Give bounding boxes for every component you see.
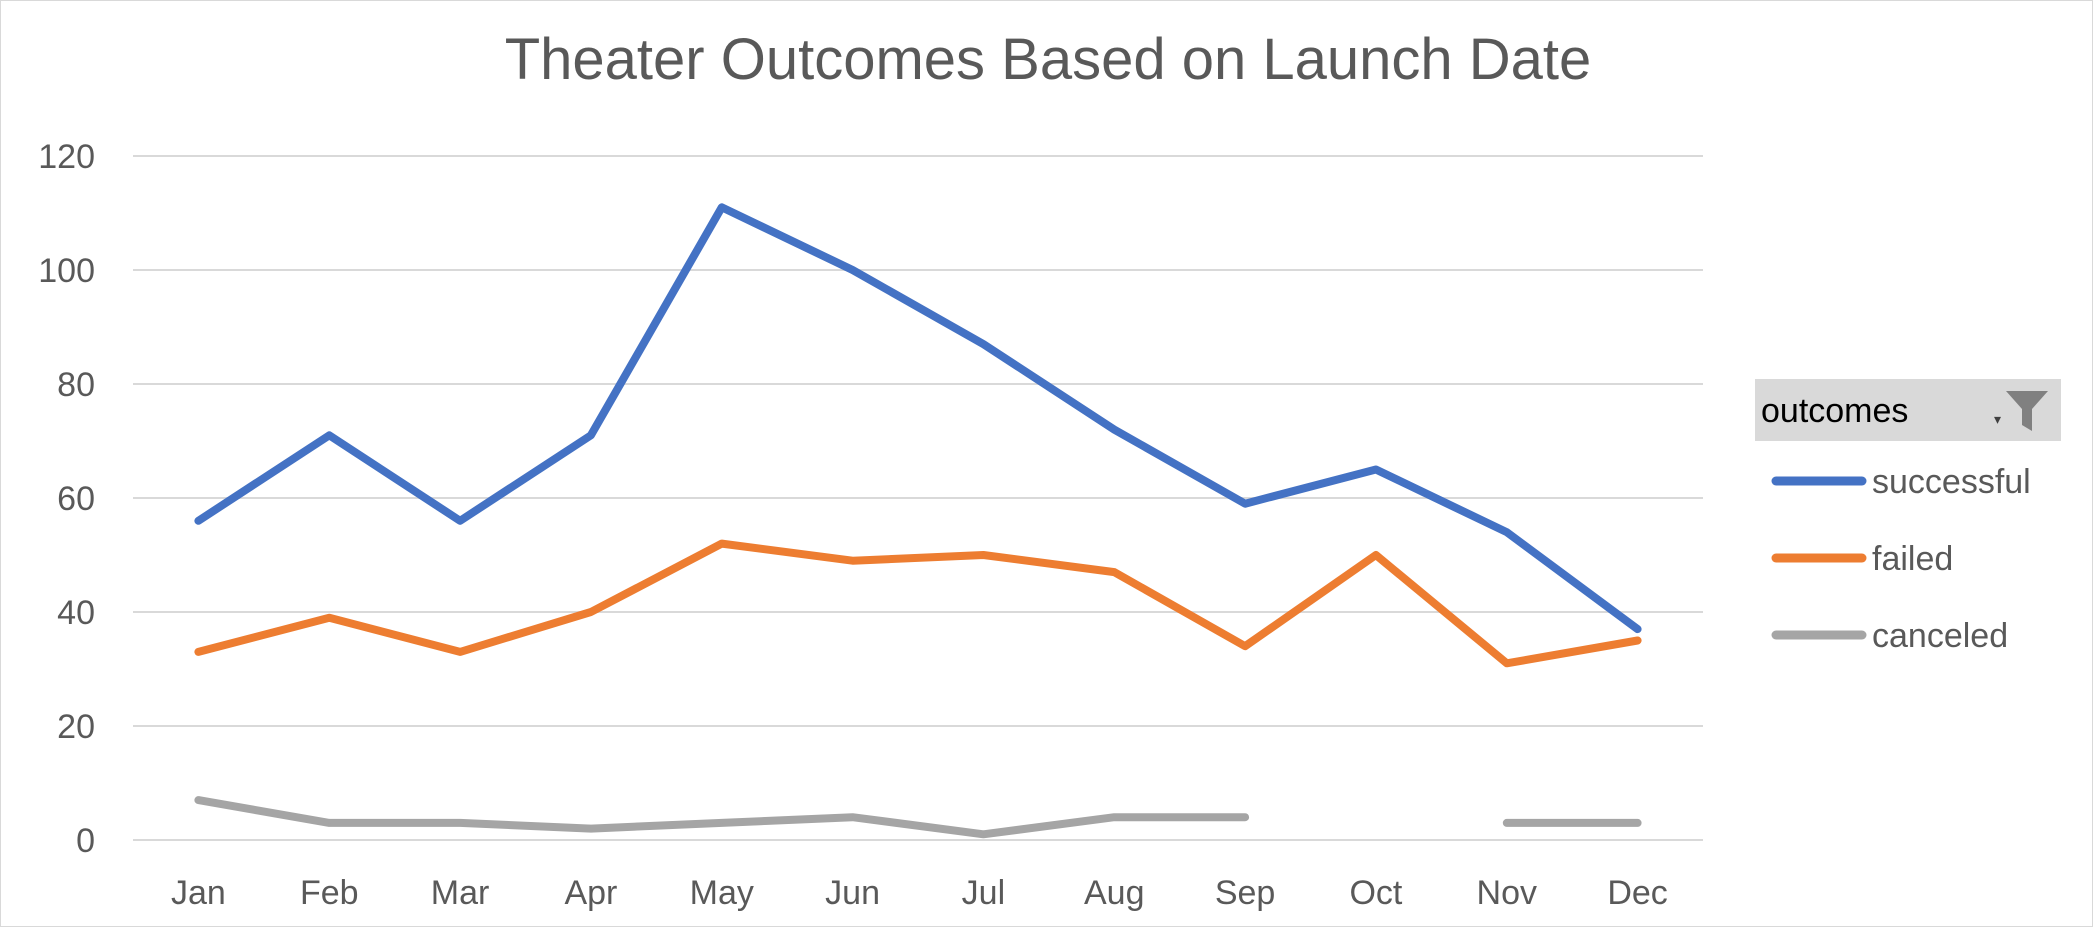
- data-point-successful: [1244, 502, 1247, 505]
- data-point-canceled: [1636, 821, 1639, 824]
- data-point-failed: [197, 650, 200, 653]
- data-point-canceled: [1113, 816, 1116, 819]
- data-point-failed: [1113, 571, 1116, 574]
- series-line-failed: [194, 539, 1642, 668]
- dropdown-arrow-icon[interactable]: ▾: [1994, 411, 2001, 427]
- x-tick-label: Mar: [431, 874, 490, 912]
- data-point-successful: [197, 519, 200, 522]
- legend-label-canceled[interactable]: canceled: [1872, 617, 2008, 655]
- data-point-successful: [982, 343, 985, 346]
- data-point-failed: [328, 616, 331, 619]
- series-lines: [194, 203, 1642, 839]
- x-tick-label: Jan: [171, 874, 226, 912]
- data-point-successful: [720, 206, 723, 209]
- x-tick-label: Jul: [962, 874, 1005, 912]
- x-tick-label: Dec: [1607, 874, 1667, 912]
- x-tick-label: Oct: [1349, 874, 1402, 912]
- filter-icon[interactable]: [2006, 391, 2048, 431]
- data-point-canceled: [982, 833, 985, 836]
- data-point-failed: [982, 554, 985, 556]
- data-point-canceled: [328, 821, 331, 824]
- data-point-canceled: [1505, 821, 1508, 824]
- x-axis-ticks: Jan Feb Mar Apr May Jun Jul Aug Sep Oct Nov Dec: [171, 874, 1668, 912]
- gridlines: [133, 155, 1703, 841]
- x-tick-label: Aug: [1084, 874, 1145, 912]
- chart-title: Theater Outcomes Based on Launch Date: [505, 27, 1592, 92]
- data-point-failed: [1636, 639, 1639, 642]
- data-point-canceled: [1244, 816, 1247, 819]
- series-line-successful: [194, 203, 1642, 634]
- data-point-failed: [720, 542, 723, 545]
- legend-title: outcomes: [1761, 392, 1908, 430]
- y-axis-ticks: 0 20 40 60 80 100 120: [38, 138, 95, 860]
- x-tick-label: May: [690, 874, 754, 912]
- y-tick-label: 100: [38, 252, 95, 290]
- data-point-successful: [459, 519, 462, 522]
- x-tick-label: Nov: [1477, 874, 1537, 912]
- x-tick-label: Sep: [1215, 874, 1276, 912]
- series-line-canceled: [194, 796, 1642, 839]
- y-tick-label: 20: [57, 708, 95, 746]
- data-point-failed: [851, 559, 854, 562]
- legend: outcomes ▾ successful failed canceled: [1755, 379, 2061, 655]
- y-tick-label: 0: [76, 822, 95, 860]
- data-point-canceled: [589, 827, 592, 830]
- y-tick-label: 80: [57, 366, 95, 404]
- data-point-successful: [1505, 531, 1508, 534]
- y-tick-label: 60: [57, 480, 95, 518]
- legend-header[interactable]: [1755, 379, 2061, 441]
- legend-items: successful failed canceled: [1771, 463, 2031, 655]
- data-point-successful: [1636, 628, 1639, 631]
- data-point-failed: [1374, 554, 1377, 556]
- data-point-successful: [589, 434, 592, 437]
- x-tick-label: Jun: [825, 874, 880, 912]
- data-point-canceled: [197, 799, 200, 802]
- data-point-successful: [328, 434, 331, 437]
- data-point-successful: [1113, 428, 1116, 431]
- data-point-canceled: [851, 816, 854, 819]
- data-point-canceled: [720, 821, 723, 824]
- data-point-successful: [851, 269, 854, 271]
- data-point-canceled: [459, 821, 462, 824]
- y-tick-label: 40: [57, 594, 95, 632]
- data-point-failed: [459, 650, 462, 653]
- data-point-successful: [1374, 468, 1377, 471]
- legend-label-failed[interactable]: failed: [1872, 540, 1953, 578]
- data-point-failed: [1505, 662, 1508, 665]
- x-tick-label: Apr: [564, 874, 617, 912]
- legend-label-successful[interactable]: successful: [1872, 463, 2031, 501]
- x-tick-label: Feb: [300, 874, 359, 912]
- y-tick-label: 120: [38, 138, 95, 176]
- data-point-failed: [589, 611, 592, 613]
- data-point-failed: [1244, 645, 1247, 648]
